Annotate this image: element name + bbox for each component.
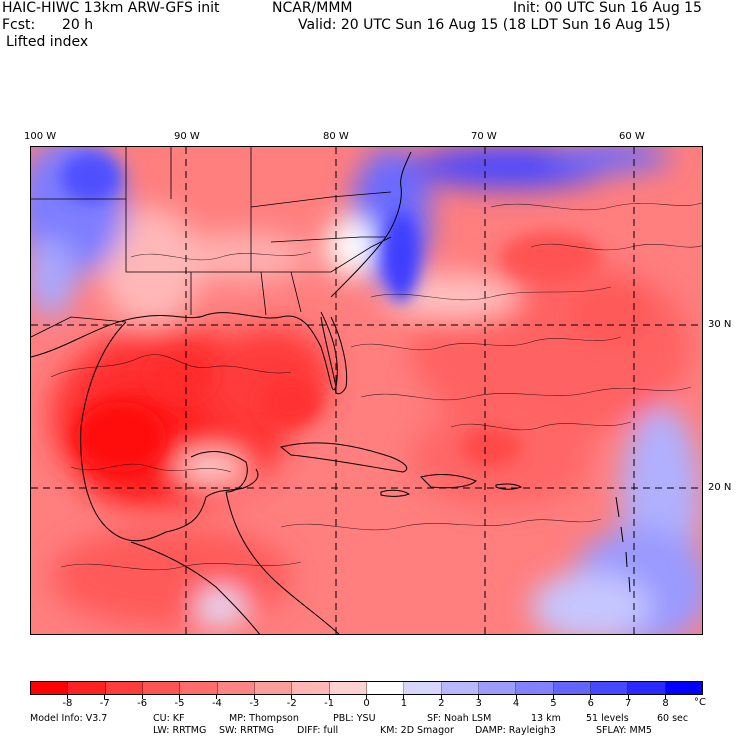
lifted-index-map [30, 146, 703, 635]
lat-label-20n: 20 N [708, 482, 732, 493]
colorbar-swatch [217, 682, 255, 694]
footer-sflay: SFLAY: MM5 [596, 725, 652, 736]
lon-label-70w: 70 W [471, 131, 497, 142]
colorbar-tick-mark [66, 695, 68, 699]
colorbar-tick-label: 2 [438, 698, 445, 709]
colorbar-tick-mark [179, 695, 181, 699]
footer-sw: SW: RRTMG [219, 725, 274, 736]
colorbar-tick-mark [590, 695, 592, 699]
colorbar-tick-mark [665, 695, 667, 699]
footer-cu: CU: KF [153, 713, 185, 724]
colorbar-tick-mark [291, 695, 293, 699]
colorbar-swatch [142, 682, 181, 694]
footer-lw: LW: RRTMG [153, 725, 207, 736]
lon-label-60w: 60 W [619, 131, 645, 142]
lat-label-30n: 30 N [708, 319, 732, 330]
colorbar-tick-label: 3 [475, 698, 482, 709]
colorbar-tick-label: 7 [625, 698, 632, 709]
colorbar-tick-label: -8 [62, 698, 73, 709]
colorbar-swatch [254, 682, 293, 694]
colorbar-tick-mark [515, 695, 517, 699]
colorbar-swatch [366, 682, 405, 694]
footer-levels: 51 levels [586, 713, 629, 724]
colorbar-swatch [553, 682, 591, 694]
colorbar-tick-label: -5 [174, 698, 185, 709]
colorbar-swatch [665, 682, 702, 694]
colorbar-tick-label: -6 [137, 698, 148, 709]
colorbar-tick-mark [440, 695, 442, 699]
colorbar-swatch [441, 682, 479, 694]
colorbar-tick-label: 6 [587, 698, 595, 709]
footer-timestep: 60 sec [657, 713, 689, 724]
organization-label: NCAR/MMM [272, 0, 353, 16]
model-title: HAIC-HIWC 13km ARW-GFS init [2, 0, 220, 16]
footer-damp: DAMP: Rayleigh3 [475, 725, 556, 736]
init-time: Init: 00 UTC Sun 16 Aug 15 [513, 0, 702, 16]
colorbar-swatch [628, 682, 666, 694]
colorbar-swatch [68, 682, 106, 694]
colorbar-tick-label: -7 [99, 698, 110, 709]
colorbar-unit: °C [694, 697, 706, 708]
footer-km: KM: 2D Smagor [380, 725, 454, 736]
colorbar-swatch [404, 682, 442, 694]
colorbar-swatch [478, 682, 517, 694]
colorbar-swatch [590, 682, 629, 694]
colorbar-swatch [516, 682, 554, 694]
colorbar-tick-label: 5 [550, 698, 557, 709]
colorbar [30, 681, 703, 695]
colorbar-tick-label: -3 [249, 698, 260, 709]
colorbar-tick-label: 4 [512, 698, 520, 709]
lon-label-90w: 90 W [174, 131, 200, 142]
footer-sf: SF: Noah LSM [427, 713, 492, 724]
colorbar-swatch [105, 682, 143, 694]
colorbar-tick-mark [253, 695, 255, 699]
colorbar-tick-mark [104, 695, 106, 699]
lon-label-80w: 80 W [323, 131, 349, 142]
colorbar-tick-label: -2 [286, 698, 297, 709]
footer-diff: DIFF: full [297, 725, 339, 736]
colorbar-tick-label: -1 [324, 698, 335, 709]
valid-time: Valid: 20 UTC Sun 16 Aug 15 (18 LDT Sun … [298, 17, 671, 33]
colorbar-tick-label: -4 [211, 698, 222, 709]
colorbar-swatch [31, 682, 69, 694]
colorbar-swatch [329, 682, 367, 694]
colorbar-swatch [180, 682, 218, 694]
colorbar-tick-label: 1 [400, 698, 408, 709]
colorbar-tick-label: 8 [662, 698, 669, 709]
colorbar-tick-mark [141, 695, 143, 699]
state-borders [31, 147, 392, 338]
colorbar-tick-mark [478, 695, 480, 699]
footer-pbl: PBL: YSU [333, 713, 376, 724]
forecast-label: Fcst: [2, 17, 36, 33]
forecast-hour: 20 h [62, 17, 94, 33]
contour-lines [50, 202, 702, 571]
map-canvas [31, 147, 702, 634]
colorbar-tick-mark [552, 695, 554, 699]
colorbar-tick-label: 0 [363, 698, 370, 709]
colorbar-tick-mark [627, 695, 629, 699]
colorbar-tick-mark [403, 695, 405, 699]
colorbar-tick-mark [366, 695, 367, 699]
footer-model-info: Model Info: V3.7 [30, 713, 108, 724]
field-name: Lifted index [6, 34, 89, 50]
colorbar-tick-mark [328, 695, 330, 699]
colorbar-tick-mark [216, 695, 218, 699]
colorbar-swatch [292, 682, 330, 694]
graticule [31, 147, 702, 634]
footer-resolution: 13 km [531, 713, 561, 724]
footer-mp: MP: Thompson [229, 713, 299, 724]
lon-label-100w: 100 W [24, 131, 57, 142]
